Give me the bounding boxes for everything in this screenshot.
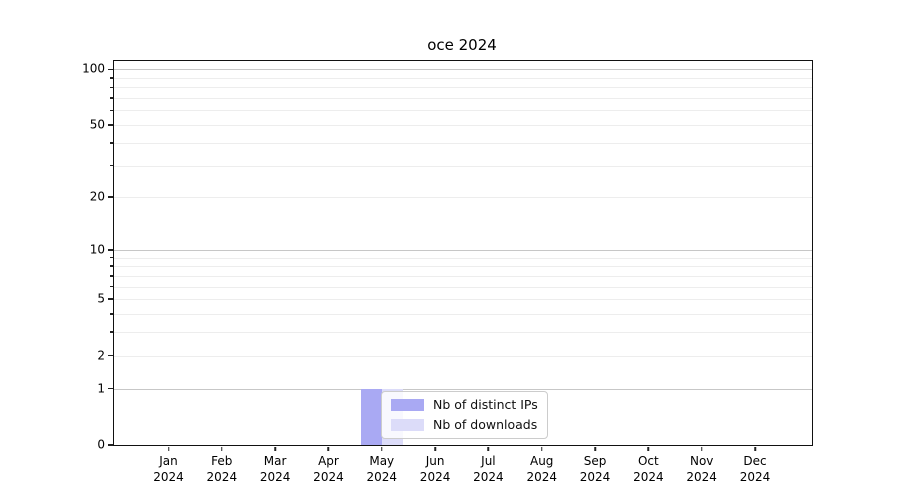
y-axis-tick-mark — [107, 354, 113, 357]
y-axis-tick-label: 1 — [97, 381, 105, 396]
y-axis-tick-mark — [109, 77, 113, 79]
y-axis-tick-mark — [107, 124, 113, 126]
gridline — [114, 69, 812, 71]
x-axis-tick-label: Nov 2024 — [686, 454, 717, 485]
x-axis-tick-mark — [221, 446, 223, 451]
x-axis-tick-label: Jan 2024 — [153, 454, 184, 485]
y-axis-tick-mark — [107, 444, 113, 446]
gridline — [114, 125, 812, 127]
y-axis-tick-mark — [107, 387, 113, 390]
x-axis-tick-mark — [700, 446, 703, 451]
x-axis-tick-label: Apr 2024 — [313, 454, 344, 485]
x-axis-tick-mark — [381, 446, 383, 451]
y-axis-tick-mark — [107, 196, 113, 198]
gridline — [114, 266, 812, 268]
y-axis-tick-label: 5 — [97, 291, 105, 306]
x-axis-tick-mark — [540, 446, 543, 451]
x-axis-tick-mark — [754, 446, 756, 451]
legend-item-downloads: Nb of downloads — [391, 417, 538, 433]
y-axis-tick-mark — [109, 256, 113, 259]
y-axis-tick-mark — [109, 265, 113, 267]
legend-item-distinct-ips: Nb of distinct IPs — [391, 397, 538, 413]
gridline — [114, 142, 812, 144]
y-axis-tick-mark — [109, 86, 113, 89]
x-axis-tick-mark — [594, 446, 596, 451]
y-axis-tick-label: 0 — [97, 437, 105, 452]
gridline — [114, 249, 812, 251]
legend-label-downloads: Nb of downloads — [433, 417, 538, 432]
gridline — [114, 299, 812, 301]
y-axis-tick-label: 100 — [82, 62, 105, 77]
x-axis-tick-label: Sep 2024 — [579, 454, 611, 485]
y-axis-tick-label: 10 — [89, 242, 105, 257]
gridline — [114, 77, 812, 79]
x-axis-tick-mark — [487, 446, 490, 451]
y-axis-tick-mark — [109, 331, 113, 333]
y-axis-tick-mark — [109, 97, 113, 99]
gridline — [114, 332, 812, 334]
plot-area: Nb of distinct IPs Nb of downloads 0 1 2 5 1… — [82, 60, 813, 484]
x-axis-tick-label: Aug 2024 — [526, 454, 557, 485]
y-axis-tick-mark — [109, 275, 113, 277]
chart-title: oce 2024 — [427, 36, 497, 54]
legend-swatch-downloads — [391, 419, 424, 431]
x-axis-tick-mark — [274, 446, 276, 451]
y-axis-tick-mark — [109, 285, 113, 288]
x-axis-tick-mark — [647, 446, 650, 451]
x-axis-tick-label: Oct 2024 — [633, 454, 664, 485]
legend-swatch-distinct-ips — [391, 399, 424, 411]
gridline — [114, 286, 812, 288]
x-axis-tick-label: Jul 2024 — [473, 454, 504, 485]
y-axis-tick-mark — [109, 313, 113, 315]
bar-distinct-ips — [360, 388, 382, 445]
gridline — [114, 98, 812, 100]
gridline — [114, 197, 812, 199]
y-axis-tick-label: 2 — [97, 348, 105, 363]
gridline — [114, 275, 812, 277]
legend-label-distinct-ips: Nb of distinct IPs — [433, 397, 538, 412]
x-axis-tick-mark — [327, 446, 330, 451]
x-axis-tick-label: Mar 2024 — [259, 454, 291, 485]
x-axis-tick-label: May 2024 — [366, 454, 398, 485]
x-axis-tick-mark — [167, 446, 170, 451]
x-axis-tick-label: Dec 2024 — [739, 454, 771, 485]
gridline — [114, 257, 812, 259]
y-axis-tick-mark — [107, 68, 113, 71]
y-axis-tick-mark — [107, 249, 113, 251]
x-axis-tick-mark — [434, 446, 436, 451]
gridline — [114, 165, 812, 167]
gridline — [114, 355, 812, 357]
gridline — [114, 87, 812, 89]
y-axis-tick-mark — [109, 109, 113, 112]
y-axis-tick-mark — [109, 164, 113, 167]
gridline — [114, 314, 812, 316]
gridline — [114, 110, 812, 112]
x-axis-tick-label: Feb 2024 — [206, 454, 238, 485]
y-axis-tick-label: 20 — [89, 189, 105, 204]
x-axis-tick-label: Jun 2024 — [419, 454, 451, 485]
y-axis-tick-label: 50 — [89, 117, 105, 132]
y-axis-tick-mark — [107, 298, 113, 300]
y-axis-tick-mark — [109, 142, 113, 144]
legend: Nb of distinct IPs Nb of downloads — [381, 391, 548, 439]
gridline — [114, 388, 812, 390]
